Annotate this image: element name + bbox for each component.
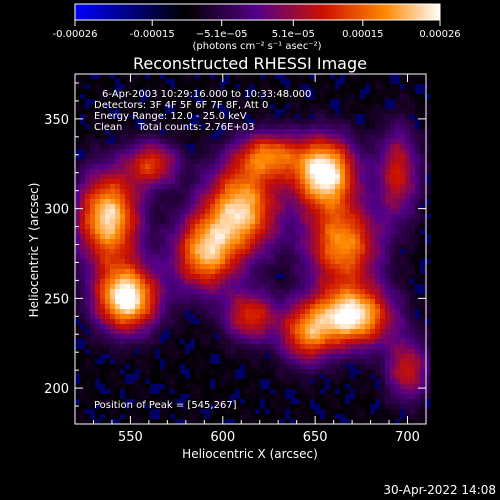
colorbar xyxy=(74,3,441,21)
chart-title: Reconstructed RHESSI Image xyxy=(133,54,367,73)
x-tick-label: 700 xyxy=(395,430,420,445)
y-tick-label: 300 xyxy=(44,203,69,218)
x-tick-label: 600 xyxy=(210,430,235,445)
y-axis-label: Heliocentric Y (arcsec) xyxy=(27,183,41,318)
footer-timestamp: 30-Apr-2022 14:08 xyxy=(383,483,496,497)
peak-position-label: Position of Peak = [545,267] xyxy=(94,400,237,411)
heatmap xyxy=(75,74,431,425)
y-tick-label: 350 xyxy=(44,113,69,128)
plot-frame xyxy=(74,73,427,425)
colorbar-tick-label: 5.1e−05 xyxy=(272,29,315,40)
x-tick-label: 650 xyxy=(303,430,328,445)
y-tick-label: 200 xyxy=(44,382,69,397)
info-line-detectors: Detectors: 3F 4F 5F 6F 7F 8F, Att 0 xyxy=(94,100,268,111)
colorbar-tick-label: 0.00026 xyxy=(419,29,460,40)
x-axis-label: Heliocentric X (arcsec) xyxy=(182,447,318,461)
colorbar-ticks: -0.00026 -0.00015 −5.1e−05 5.1e−05 0.00015 0.… xyxy=(53,20,461,40)
colorbar-unit-label: (photons cm⁻² s⁻¹ asec⁻²) xyxy=(192,41,321,52)
info-line-clean: Clean Total counts: 2.76E+03 xyxy=(94,122,254,133)
colorbar-tick-label: −5.1e−05 xyxy=(196,29,248,40)
colorbar-tick-label: -0.00015 xyxy=(130,29,175,40)
axis-ticks: 550 600 650 700 200 250 300 350 xyxy=(44,74,427,445)
info-line-time: 6-Apr-2003 10:29:16.000 to 10:33:48.000 xyxy=(102,89,311,100)
colorbar-tick-label: -0.00026 xyxy=(53,29,98,40)
colorbar-tick-label: 0.00015 xyxy=(342,29,383,40)
x-tick-label: 550 xyxy=(118,430,143,445)
info-line-energy: Energy Range: 12.0 - 25.0 keV xyxy=(94,111,247,122)
y-tick-label: 250 xyxy=(44,292,69,307)
